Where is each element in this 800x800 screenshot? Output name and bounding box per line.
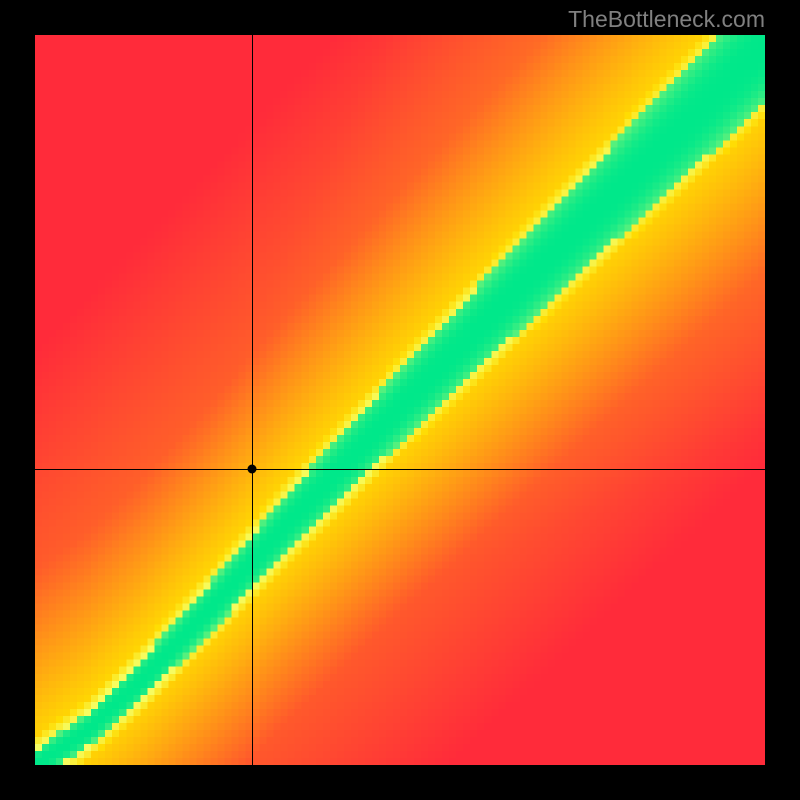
chart-frame: TheBottleneck.com — [0, 0, 800, 800]
crosshair-horizontal — [35, 469, 765, 470]
plot-area — [35, 35, 765, 765]
heatmap-canvas — [35, 35, 765, 765]
watermark-text: TheBottleneck.com — [568, 6, 765, 33]
marker-dot — [247, 465, 256, 474]
crosshair-vertical — [252, 35, 253, 765]
